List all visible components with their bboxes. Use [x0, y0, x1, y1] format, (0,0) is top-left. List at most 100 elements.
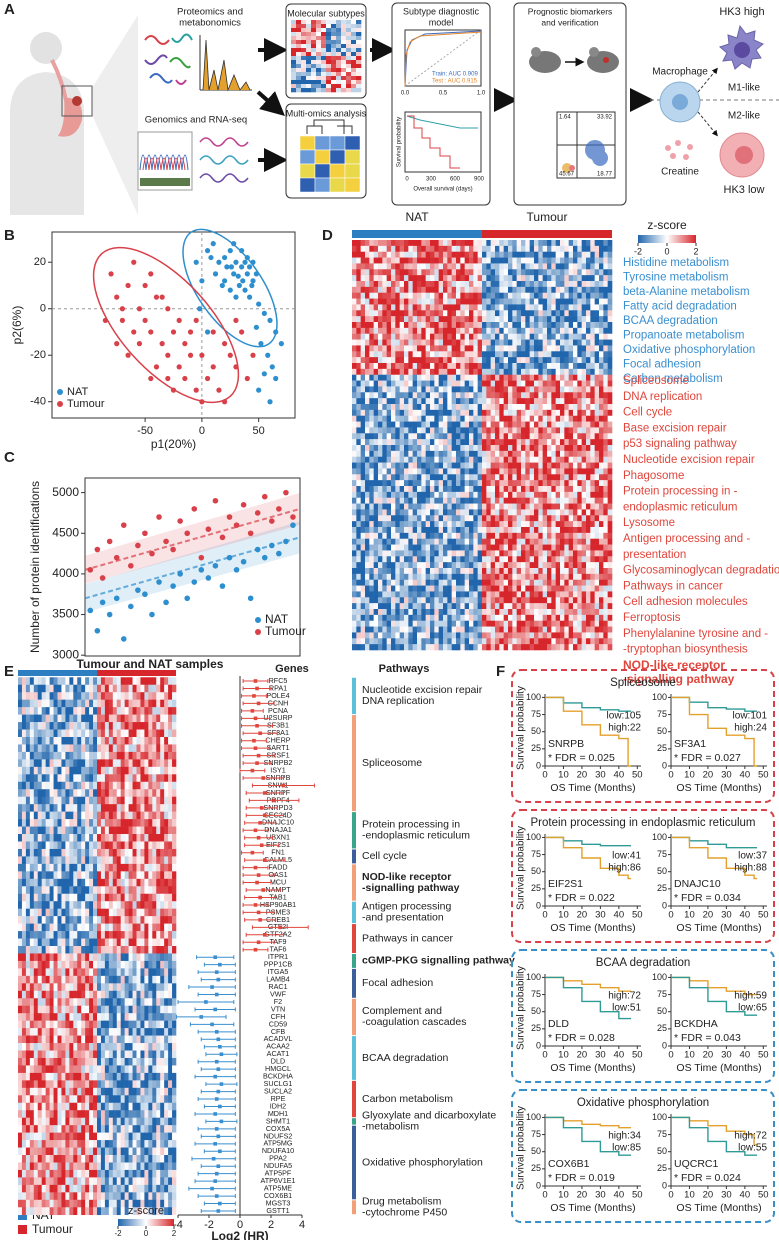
heat-cell [360, 415, 366, 422]
heat-cell [391, 515, 396, 522]
heat-cell [464, 281, 470, 288]
heat-cell [469, 427, 474, 434]
heat-cell [503, 392, 509, 399]
heat-cell [352, 562, 357, 569]
heat-cell [529, 433, 535, 440]
heat-cell [564, 609, 569, 616]
heat-cell [547, 392, 552, 399]
heat-cell [542, 609, 548, 616]
heat-cell [525, 433, 530, 440]
heat-cell [482, 509, 487, 516]
heat-cell [482, 310, 487, 317]
heat-cell [365, 480, 370, 487]
heat-cell [417, 345, 422, 352]
heat-cell [525, 421, 530, 428]
heat-cell [316, 72, 322, 77]
heat-cell [425, 480, 431, 487]
heat-cell [525, 398, 530, 405]
heat-cell [421, 439, 426, 446]
heat-cell [373, 527, 379, 534]
heat-cell [607, 579, 613, 586]
heat-cell [586, 556, 591, 563]
point [153, 294, 160, 300]
heat-cell [469, 310, 474, 317]
heat-cell [443, 538, 448, 545]
heat-cell [482, 562, 487, 569]
heat-cell [351, 36, 357, 41]
heat-cell [529, 380, 535, 387]
heat-cell [430, 562, 435, 569]
heat-cell [425, 503, 431, 510]
heat-cell [577, 269, 582, 276]
heat-cell [456, 614, 461, 622]
heat-cell [391, 597, 396, 604]
heat-cell [581, 357, 587, 364]
heat-cell [594, 339, 600, 346]
heat-cell [586, 345, 591, 352]
heat-cell [417, 427, 422, 434]
heat-cell [486, 386, 491, 393]
heat-cell [408, 404, 413, 411]
heat-cell [365, 585, 370, 592]
heat-cell [482, 415, 487, 422]
heat-cell [586, 456, 591, 463]
heat-cell [456, 392, 461, 399]
heat-cell [525, 286, 530, 294]
heat-cell [395, 486, 400, 493]
heat-cell [443, 374, 448, 381]
heat-cell [529, 269, 535, 276]
heat-cell [477, 257, 483, 264]
heat-cell [534, 281, 539, 288]
heat-cell [594, 585, 600, 592]
heat-cell [607, 404, 613, 411]
heat-cell [425, 521, 431, 528]
heat-cell [451, 281, 457, 288]
heat-cell [534, 585, 539, 592]
heat-cell [577, 298, 582, 305]
heat-cell [378, 409, 383, 417]
heat-cell [521, 245, 526, 253]
heat-cell [607, 556, 613, 563]
heat-cell [586, 327, 591, 335]
heat-cell [512, 298, 517, 305]
heat-cell [534, 380, 539, 387]
heat-cell [499, 620, 504, 627]
heat-cell [607, 386, 613, 393]
pathway-label: beta-Alanine metabolism [623, 286, 750, 298]
heat-cell [477, 532, 483, 540]
heat-cell [434, 427, 439, 434]
heat-cell [590, 409, 595, 417]
heat-cell [499, 386, 504, 393]
heat-cell [525, 527, 530, 534]
heat-cell [564, 450, 569, 458]
heat-cell [395, 509, 400, 516]
heat-cell [373, 632, 379, 639]
heat-cell [378, 497, 383, 504]
heat-cell [395, 497, 400, 504]
heat-cell [352, 298, 357, 305]
heat-cell [438, 597, 444, 604]
heat-cell [447, 632, 452, 639]
heat-cell [473, 468, 478, 475]
heat-cell [460, 409, 465, 417]
heat-cell [560, 480, 565, 487]
heat-cell [551, 322, 556, 329]
heat-cell [473, 357, 478, 364]
heat-cell [378, 333, 383, 340]
heat-cell [391, 263, 396, 270]
heat-cell [346, 48, 352, 53]
heat-cell [417, 585, 422, 592]
heat-cell [438, 638, 444, 645]
heat-cell [529, 515, 535, 522]
point [177, 518, 183, 524]
heat-cell [482, 597, 487, 604]
heat-cell [352, 415, 357, 422]
heat-cell [555, 562, 561, 569]
heat-cell [382, 257, 387, 264]
heat-cell [464, 597, 470, 604]
heat-cell [378, 450, 383, 458]
heat-cell [316, 68, 322, 73]
heat-cell [607, 427, 613, 434]
heat-cell [473, 585, 478, 592]
heat-cell [352, 497, 357, 504]
